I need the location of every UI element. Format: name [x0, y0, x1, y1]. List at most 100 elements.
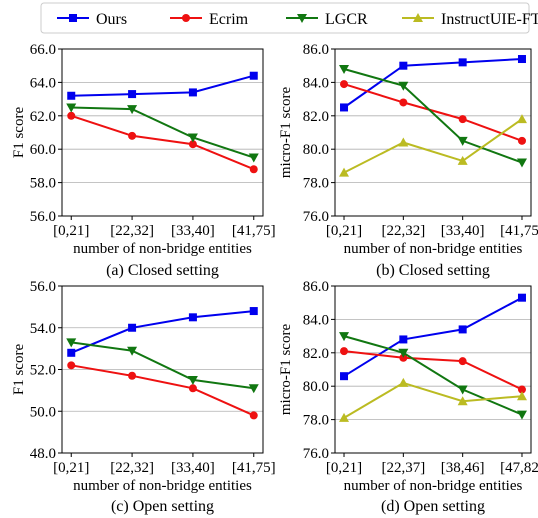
series-line: [71, 364, 255, 417]
series-line: [343, 335, 523, 416]
y-tick-label: 84.0: [303, 75, 329, 91]
data-point: [249, 307, 258, 316]
chart-panel-b: 76.0 78.0 80.0 82.0 84.0 86.0 [0,21] [22,32] [33…: [278, 42, 538, 279]
x-tick-label: [33,40]: [171, 223, 215, 239]
data-point: [67, 111, 76, 120]
series-lgcr: [339, 65, 527, 168]
y-tick-label: 50.0: [30, 404, 56, 420]
data-point: [458, 325, 467, 334]
data-point: [188, 88, 197, 97]
data-point: [248, 153, 259, 163]
panel-caption: (a) Closed setting: [106, 262, 219, 279]
data-point: [188, 140, 197, 149]
plot-frame: [61, 285, 264, 454]
data-point: [339, 167, 350, 177]
series-line: [343, 118, 523, 174]
legend-label-4: InstructUIE-FT: [441, 11, 538, 28]
data-point: [516, 410, 527, 420]
x-tick-label: [33,40]: [171, 460, 215, 476]
data-point: [517, 385, 526, 394]
series-line: [343, 83, 523, 142]
series-lgcr: [339, 332, 527, 420]
data-point: [398, 377, 409, 387]
series-ecrim: [67, 361, 258, 420]
x-tick-label: [41,75]: [232, 460, 276, 476]
y-axis-label: F1 score: [11, 344, 27, 396]
data-point: [66, 338, 77, 348]
data-point: [128, 90, 137, 99]
data-point: [399, 335, 408, 344]
x-tick-label: [0,21]: [326, 460, 362, 476]
series-line: [343, 68, 523, 164]
series-ecrim: [340, 80, 526, 145]
data-point: [457, 155, 468, 165]
legend-marker-1: [69, 14, 77, 22]
legend-label-2: Ecrim: [209, 11, 249, 28]
data-point: [398, 137, 409, 147]
y-tick-label: 84.0: [303, 312, 329, 328]
x-axis-label: number of non-bridge entities: [73, 241, 252, 257]
data-point: [249, 71, 258, 80]
series-line: [343, 58, 523, 109]
data-point: [67, 348, 76, 357]
series-line: [71, 106, 255, 159]
series-ecrim: [67, 111, 258, 174]
data-point: [249, 411, 258, 420]
panel-caption: (c) Open setting: [111, 498, 214, 515]
legend-frame: [40, 2, 530, 34]
series-line: [343, 381, 523, 419]
data-point: [457, 385, 468, 395]
y-axis-label: micro-F1 score: [278, 87, 294, 179]
data-point: [67, 361, 76, 370]
legend-marker-2: [182, 14, 190, 22]
series-line: [70, 310, 254, 354]
data-point: [128, 371, 137, 380]
data-point: [249, 165, 258, 174]
series-ours: [340, 293, 526, 381]
plot-frame: [334, 285, 532, 454]
y-tick-label: 82.0: [303, 346, 329, 362]
y-axis-label: F1 score: [11, 107, 27, 159]
series-ours: [340, 55, 526, 112]
series-lgcr: [66, 103, 259, 163]
y-tick-label: 52.0: [30, 363, 56, 379]
x-axis-label: number of non-bridge entities: [344, 478, 523, 494]
data-point: [339, 65, 350, 75]
panel-caption: (d) Open setting: [381, 498, 485, 515]
y-tick-label: 58.0: [30, 176, 56, 192]
chart-panel-c: 48.0 50.0 52.0 54.0 56.0 [0,21] [22,32] [33,40]…: [11, 279, 276, 515]
series-line: [71, 341, 254, 390]
series-ours: [67, 307, 258, 357]
x-tick-label: [22,32]: [381, 223, 425, 239]
y-tick-label: 64.0: [30, 75, 56, 91]
series-line: [343, 296, 523, 378]
chart-panel-d: 76.0 78.0 80.0 82.0 84.0 86.0 [0,21] [22,37] [38…: [278, 279, 538, 515]
data-point: [340, 372, 349, 381]
x-tick-label: [47,82]: [500, 460, 538, 476]
data-point: [188, 384, 197, 393]
data-point: [399, 98, 408, 107]
y-tick-label: 76.0: [303, 209, 329, 225]
y-tick-label: 82.0: [303, 109, 329, 125]
y-axis-label: micro-F1 score: [278, 324, 294, 416]
data-point: [517, 136, 526, 145]
data-point: [340, 80, 349, 89]
data-point: [67, 91, 76, 100]
series-line: [70, 114, 255, 171]
legend-label-3: LGCR: [325, 11, 368, 28]
y-tick-label: 60.0: [30, 142, 56, 158]
data-point: [516, 391, 527, 401]
data-point: [458, 58, 467, 67]
x-tick-label: [0,21]: [53, 460, 89, 476]
series-ours: [67, 71, 258, 100]
chart-panel-a: 56.0 58.0 60.0 62.0 64.0 66.0 [0,21] [22,32] [33…: [11, 42, 276, 279]
y-tick-label: 80.0: [303, 142, 329, 158]
data-point: [517, 293, 526, 302]
y-tick-label: 86.0: [303, 279, 329, 295]
data-point: [458, 357, 467, 366]
series-instructuie-ft: [339, 114, 527, 177]
series-instructuie-ft: [339, 377, 527, 422]
data-point: [517, 55, 526, 64]
y-tick-label: 80.0: [303, 379, 329, 395]
y-tick-label: 86.0: [303, 42, 329, 58]
